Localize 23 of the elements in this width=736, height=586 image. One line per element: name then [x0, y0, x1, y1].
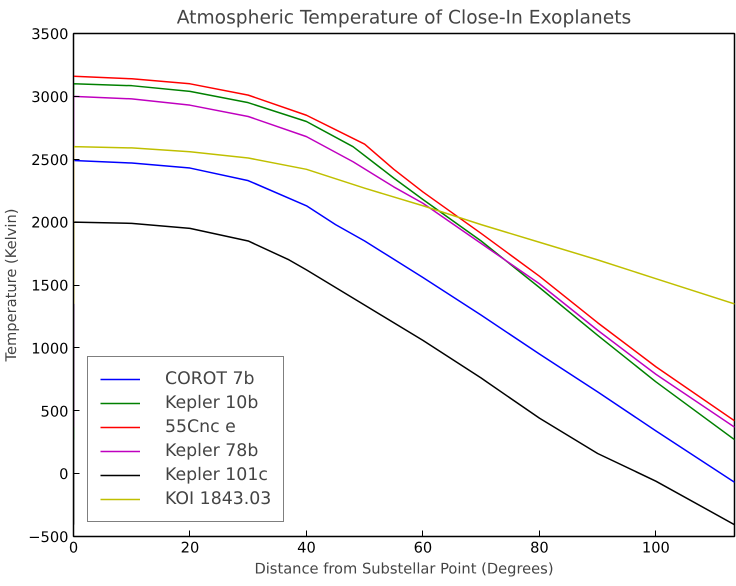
y-tick-label: 3500: [31, 26, 69, 43]
x-tick-label: 80: [530, 540, 549, 556]
y-tick-label: 3000: [31, 88, 69, 106]
y-tick-label: 1500: [31, 278, 69, 294]
y-tick-label: 0: [59, 466, 69, 484]
y-axis-title: Temperature (Kelvin): [3, 208, 20, 362]
x-tick-label: 100: [642, 540, 670, 556]
legend-label: Kepler 10b: [165, 393, 258, 413]
legend-label: Kepler 78b: [165, 441, 258, 461]
x-tick-label: 40: [297, 540, 316, 556]
legend-label: COROT 7b: [165, 369, 255, 389]
x-axis-title: Distance from Substellar Point (Degrees): [254, 560, 554, 578]
legend-label: KOI 1843.03: [165, 489, 272, 509]
legend-label: 55Cnc e: [165, 417, 236, 437]
y-tick-label: 2500: [31, 152, 69, 169]
y-tick-label: 2000: [31, 214, 69, 232]
y-tick-label: 1000: [31, 340, 69, 358]
chart-title: Atmospheric Temperature of Close-In Exoplanets: [176, 8, 632, 28]
y-tick-label: 500: [40, 403, 69, 420]
y-tick-label: −500: [28, 529, 69, 546]
legend-label: Kepler 101c: [165, 465, 268, 485]
x-tick-label: 20: [180, 540, 200, 556]
x-tick-label: 60: [414, 540, 432, 556]
